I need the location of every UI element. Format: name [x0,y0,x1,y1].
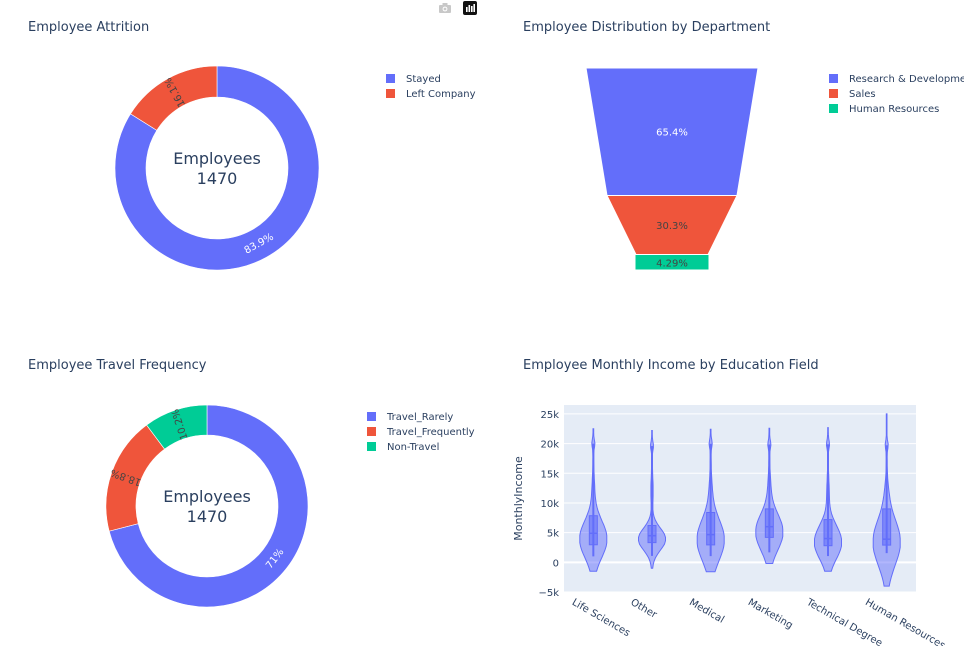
travel-center-text-1: 1470 [187,507,228,526]
income-chart-title: Employee Monthly Income by Education Fie… [523,358,819,373]
income-box-5 [882,508,892,546]
department-funnel-segment-2 [634,254,710,271]
department-legend-label-0: Research & Development [849,74,964,85]
income-x-tick-label-1: Other [629,597,660,621]
travel-legend-swatch-1 [367,427,376,436]
travel-legend-label-1: Travel_Frequently [386,427,475,438]
department-chart-title: Employee Distribution by Department [523,20,770,35]
travel-chart-title: Employee Travel Frequency [28,358,207,373]
plotly-logo-icon[interactable] [463,0,477,15]
department-legend-swatch-0 [829,74,838,83]
department-legend-label-1: Sales [849,89,876,100]
income-y-tick-label-1: 0 [553,558,559,569]
camera-icon[interactable] [438,0,452,14]
travel-slice-0 [108,404,309,608]
department-legend-swatch-1 [829,89,838,98]
income-box-4 [823,519,833,547]
income-y-tick-label-5: 20k [540,440,559,451]
attrition-chart-title: Employee Attrition [28,20,149,35]
income-plot-area [564,405,916,592]
travel-legend-label-0: Travel_Rarely [386,412,453,423]
attrition-legend-swatch-0 [386,74,395,83]
travel-center-text-0: Employees [163,487,251,506]
attrition-legend-swatch-1 [386,89,395,98]
income-y-tick-label-3: 10k [540,499,559,510]
department-funnel-label-1: 30.3% [656,221,688,232]
income-y-tick-label-4: 15k [540,469,559,480]
income-x-tick-label-2: Medical [687,597,726,626]
income-y-tick-label-2: 5k [547,529,559,540]
income-box-3 [764,508,774,538]
attrition-slice-1 [130,65,218,131]
travel-legend-swatch-2 [367,442,376,451]
income-y-tick-label-0: −5k [538,588,559,599]
attrition-center-text-1: 1470 [197,169,238,188]
income-box-0 [588,515,598,546]
attrition-legend-label-1: Left Company [406,89,476,100]
attrition-legend-label-0: Stayed [406,74,441,85]
income-box-1 [647,525,657,544]
travel-slice-2 [146,404,208,450]
modebar [438,0,478,15]
attrition-slice-0 [114,65,320,271]
department-legend-swatch-2 [829,104,838,113]
department-funnel-label-2: 4.29% [656,258,688,269]
travel-legend-swatch-0 [367,412,376,421]
income-box-2 [706,511,716,546]
attrition-center-text-0: Employees [173,149,261,168]
income-y-axis-title: MonthlyIncome [512,456,525,541]
income-y-tick-label-6: 25k [540,410,559,421]
income-x-tick-label-0: Life Sciences [570,597,632,639]
department-legend-label-2: Human Resources [849,104,939,115]
income-x-tick-label-3: Marketing [746,597,795,631]
travel-legend-label-2: Non-Travel [387,442,439,453]
department-funnel-label-0: 65.4% [656,128,688,139]
